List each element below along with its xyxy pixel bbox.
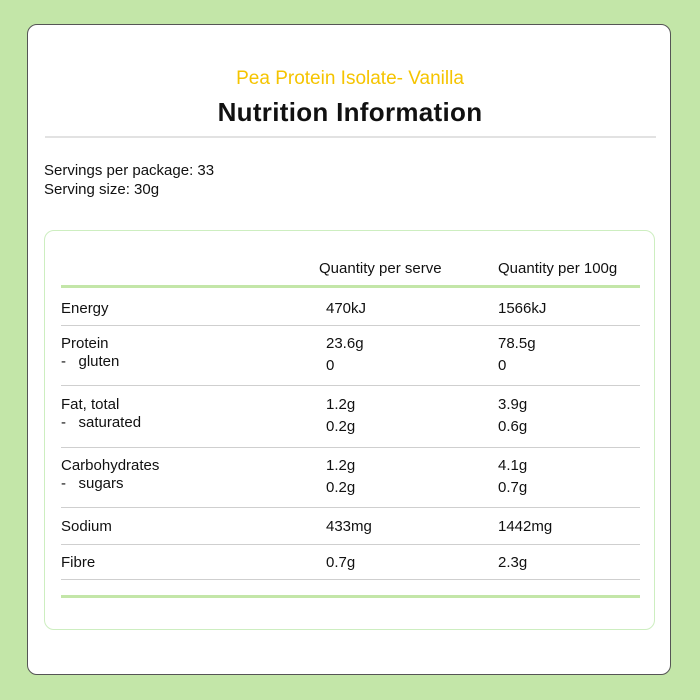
row-label: Fibre: [61, 554, 96, 571]
row-per-serve: 23.6g: [326, 335, 364, 352]
row-divider: [61, 325, 640, 326]
row-divider: [61, 579, 640, 580]
row-per-serve: 0.7g: [326, 554, 356, 571]
sub-row-per-serve: 0.2g: [326, 418, 356, 435]
header-divider: [61, 285, 640, 288]
nutrition-card: [27, 24, 671, 675]
column-header-per-100g: Quantity per 100g: [498, 260, 618, 277]
footer-divider: [61, 595, 640, 598]
row-divider: [61, 507, 640, 508]
sub-row-per-100g: 0.7g: [498, 479, 528, 496]
row-per-serve: 470kJ: [326, 300, 367, 317]
serving-size: Serving size: 30g: [44, 181, 160, 198]
sub-row-label: - gluten: [61, 353, 120, 370]
row-divider: [61, 447, 640, 448]
product-name: Pea Protein Isolate- Vanilla: [236, 68, 464, 89]
page-title: Nutrition Information: [217, 97, 483, 127]
column-header-per-serve: Quantity per serve: [319, 260, 442, 277]
row-per-serve: 1.2g: [326, 396, 356, 413]
sub-row-per-serve: 0.2g: [326, 479, 356, 496]
row-per-100g: 3.9g: [498, 396, 528, 413]
row-label: Energy: [61, 300, 109, 317]
sub-row-per-100g: 0.6g: [498, 418, 528, 435]
sub-row-per-serve: 0: [326, 357, 335, 374]
row-per-serve: 1.2g: [326, 457, 356, 474]
servings-per-package: Servings per package: 33: [44, 162, 215, 179]
row-per-100g: 2.3g: [498, 554, 528, 571]
row-per-serve: 433mg: [326, 518, 372, 535]
row-per-100g: 78.5g: [498, 335, 536, 352]
divider: [45, 136, 656, 138]
row-label: Fat, total: [61, 396, 120, 413]
row-divider: [61, 544, 640, 545]
sub-row-label: - saturated: [61, 414, 142, 431]
row-per-100g: 1442mg: [498, 518, 553, 535]
row-per-100g: 1566kJ: [498, 300, 547, 317]
row-label: Sodium: [61, 518, 112, 535]
row-divider: [61, 385, 640, 386]
sub-row-per-100g: 0: [498, 357, 507, 374]
sub-row-label: - sugars: [61, 475, 124, 492]
row-label: Carbohydrates: [61, 457, 160, 474]
row-per-100g: 4.1g: [498, 457, 528, 474]
row-label: Protein: [61, 335, 109, 352]
nutrition-table: [44, 230, 655, 630]
